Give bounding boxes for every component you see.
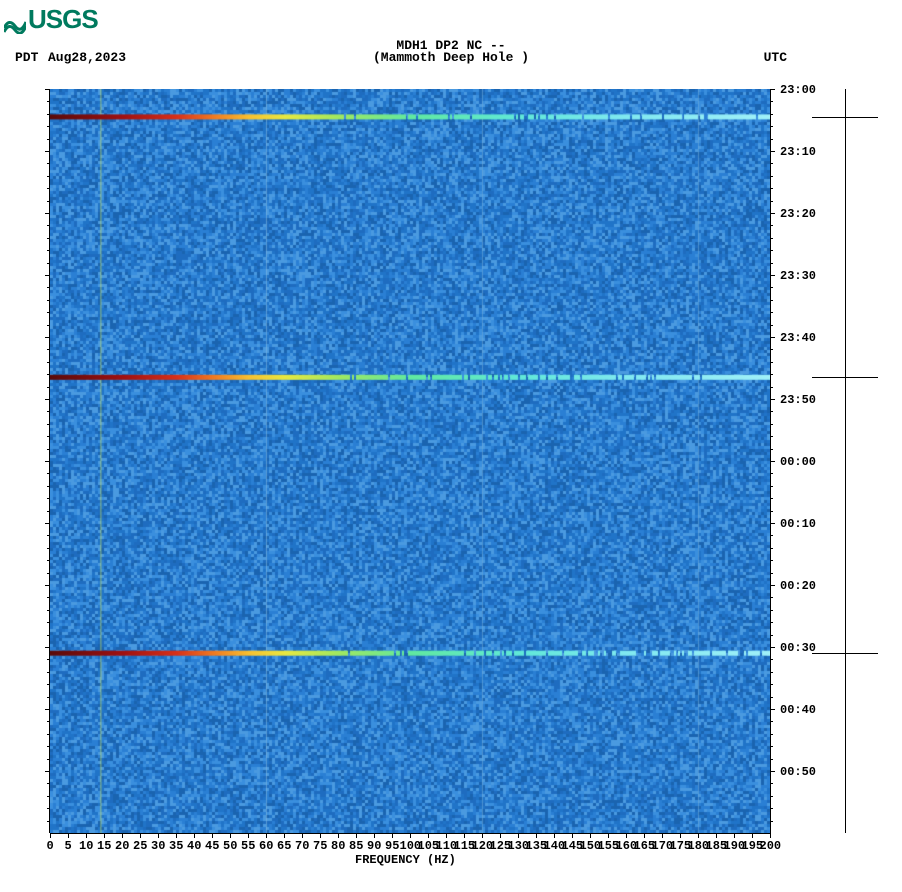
utc-label: UTC [764, 50, 787, 65]
x-tick-label: 120 [472, 839, 494, 853]
x-tick-label: 135 [526, 839, 548, 853]
event-mark [812, 117, 878, 118]
x-tick-label: 55 [241, 839, 255, 853]
x-tick-label: 145 [562, 839, 584, 853]
x-tick-label: 90 [367, 839, 381, 853]
y-right-label: 23:20 [780, 207, 816, 221]
x-tick-label: 180 [688, 839, 710, 853]
y-right-label: 00:10 [780, 517, 816, 531]
usgs-logo-text: USGS [28, 4, 98, 35]
x-tick-label: 100 [400, 839, 422, 853]
usgs-logo: USGS [4, 4, 98, 35]
x-tick-label: 165 [634, 839, 656, 853]
x-axis-label: FREQUENCY (HZ) [355, 853, 456, 867]
y-right-label: 23:50 [780, 393, 816, 407]
event-baseline [845, 89, 846, 833]
x-tick-label: 5 [65, 839, 72, 853]
event-mark [812, 377, 878, 378]
x-tick-label: 140 [544, 839, 566, 853]
x-tick-label: 85 [349, 839, 363, 853]
y-right-label: 23:10 [780, 145, 816, 159]
x-tick-label: 155 [598, 839, 620, 853]
x-tick-label: 125 [490, 839, 512, 853]
x-tick-label: 115 [454, 839, 476, 853]
x-tick [770, 833, 771, 838]
x-tick-label: 105 [418, 839, 440, 853]
y-right-label: 00:40 [780, 703, 816, 717]
spectrogram-plot [50, 89, 770, 833]
x-tick-label: 190 [724, 839, 746, 853]
x-tick-label: 110 [436, 839, 458, 853]
x-tick-label: 75 [313, 839, 327, 853]
x-tick-label: 65 [277, 839, 291, 853]
y-right-label: 00:20 [780, 579, 816, 593]
x-tick-label: 130 [508, 839, 530, 853]
x-tick-label: 60 [259, 839, 273, 853]
x-tick-label: 70 [295, 839, 309, 853]
x-tick-label: 95 [385, 839, 399, 853]
usgs-wave-icon [4, 10, 26, 30]
x-tick-label: 35 [169, 839, 183, 853]
x-tick-label: 160 [616, 839, 638, 853]
y-right-label: 23:30 [780, 269, 816, 283]
x-tick-label: 40 [187, 839, 201, 853]
x-tick-label: 200 [760, 839, 782, 853]
x-tick-label: 20 [115, 839, 129, 853]
y-right-label: 23:00 [780, 83, 816, 97]
x-tick-label: 0 [47, 839, 54, 853]
y-right-label: 00:30 [780, 641, 816, 655]
x-tick-label: 15 [97, 839, 111, 853]
y-right-label: 23:40 [780, 331, 816, 345]
x-tick-label: 80 [331, 839, 345, 853]
x-tick-label: 150 [580, 839, 602, 853]
x-tick-label: 30 [151, 839, 165, 853]
x-tick-label: 185 [706, 839, 728, 853]
x-tick-label: 195 [742, 839, 764, 853]
x-tick-label: 50 [223, 839, 237, 853]
x-tick-label: 25 [133, 839, 147, 853]
y-right-label: 00:00 [780, 455, 816, 469]
x-tick-label: 175 [670, 839, 692, 853]
spectrogram-canvas [50, 89, 770, 833]
x-tick-label: 170 [652, 839, 674, 853]
x-tick-label: 45 [205, 839, 219, 853]
x-tick-label: 10 [79, 839, 93, 853]
y-right-label: 00:50 [780, 765, 816, 779]
event-mark [812, 653, 878, 654]
